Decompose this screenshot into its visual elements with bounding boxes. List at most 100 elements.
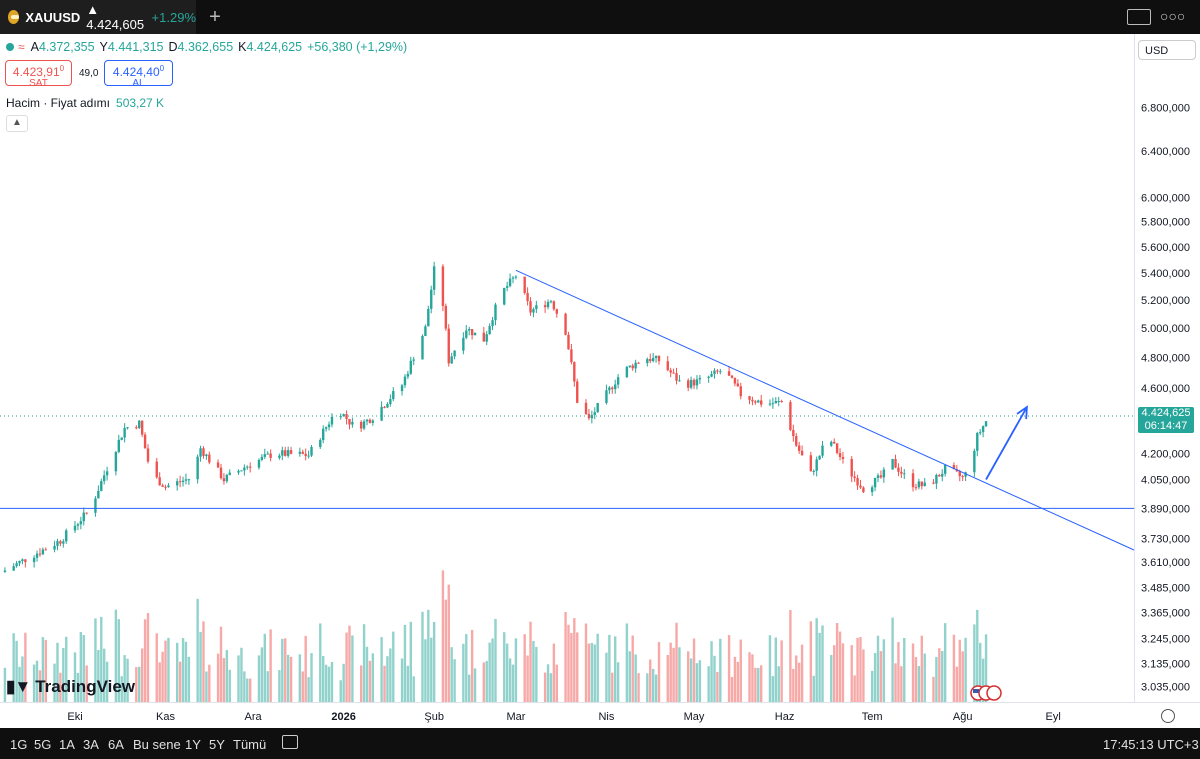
volume-bar <box>754 667 757 702</box>
date-range-calendar-icon[interactable] <box>282 735 298 749</box>
volume-bar <box>371 653 375 702</box>
volume-bar <box>549 673 553 702</box>
low-value: 4.362,655 <box>177 40 234 54</box>
candle-body <box>359 421 363 429</box>
volume-bar <box>716 672 719 702</box>
volume-bar <box>225 650 229 702</box>
new-tab-plus-icon[interactable]: + <box>209 6 221 28</box>
volume-bar <box>920 635 923 702</box>
volume-bar <box>894 663 897 702</box>
chart-settings-gear-icon[interactable] <box>1161 709 1175 723</box>
open-key: A <box>30 40 39 54</box>
candle-body <box>427 308 430 327</box>
candles <box>3 261 988 573</box>
candle-body <box>938 474 941 477</box>
range-5y[interactable]: 5Y <box>209 737 225 752</box>
candle-body <box>646 359 649 364</box>
volume-bar <box>389 648 392 702</box>
candle-body <box>307 455 310 457</box>
candle-body <box>850 458 853 477</box>
sell-button[interactable]: 4.423,910 SAT <box>5 60 72 89</box>
candle-body <box>365 419 369 422</box>
volume-bar <box>143 619 147 702</box>
volume-bar <box>707 666 710 702</box>
buy-label: AL <box>132 78 145 89</box>
candle-body <box>625 366 629 378</box>
high-value: 4.441,315 <box>107 40 164 54</box>
candle-body <box>219 467 223 479</box>
currency-select[interactable]: USD <box>1138 40 1196 60</box>
collapse-legend-chevron-up-icon[interactable]: ▲ <box>6 115 28 132</box>
candle-body <box>143 434 147 449</box>
tradingview-logo[interactable]: ▮▼ TradingView <box>6 677 135 697</box>
candle-body <box>587 413 591 419</box>
volume-bar <box>689 658 693 702</box>
volume-bar <box>184 641 188 702</box>
volume-bar <box>713 655 716 702</box>
volume-bar <box>961 651 964 702</box>
volume-bar <box>605 652 608 702</box>
symbol-tab[interactable]: XAUUSD ▲ 4.424,605 +1.29% <box>0 0 196 34</box>
candle-body <box>943 464 947 474</box>
range-1g[interactable]: 1G <box>10 737 28 752</box>
candle-body <box>514 276 518 278</box>
candle-body <box>257 459 261 468</box>
range-6a[interactable]: 6A <box>108 737 124 752</box>
candle-body <box>65 530 68 542</box>
price-axis-label: 3.245,000 <box>1141 634 1190 646</box>
volume-bar <box>546 664 550 702</box>
volume-bar <box>771 676 775 702</box>
candle-body <box>903 473 906 475</box>
range-all[interactable]: Tümü <box>233 737 267 752</box>
volume-bar <box>167 637 170 702</box>
candle-body <box>304 453 307 457</box>
price-axis[interactable]: 6.800,000 6.400,000 6.000,000 5.800,000 5.60… <box>1141 103 1190 694</box>
candle-body <box>818 455 821 460</box>
volume-bar <box>246 678 249 702</box>
candle-body <box>748 396 751 400</box>
volume-bar <box>199 631 202 702</box>
volume-bar <box>964 637 967 702</box>
candle-body <box>508 278 512 287</box>
candle-body <box>979 432 982 434</box>
candle-body <box>830 441 833 446</box>
candle-body <box>727 371 731 376</box>
volume-bar <box>380 637 383 702</box>
volume-bar <box>482 662 485 702</box>
volume-bar <box>870 670 874 702</box>
candle-body <box>362 421 366 429</box>
candle-body <box>59 541 62 544</box>
volume-bar <box>181 638 185 702</box>
candle-body <box>120 437 123 440</box>
candlestick-chart[interactable]: 6.800,000 6.400,000 6.000,000 5.800,000 5.60… <box>0 0 1200 728</box>
candle-body <box>301 451 304 454</box>
range-1a[interactable]: 1A <box>59 737 75 752</box>
candle-body <box>879 475 883 478</box>
range-5g[interactable]: 5G <box>34 737 52 752</box>
price-axis-separator <box>1134 34 1135 702</box>
candle-body <box>181 480 185 483</box>
time-axis[interactable]: Eki Kas Ara 2026 Şub Mar Nis May Haz Tem Ağu Eyl <box>67 711 1060 723</box>
candle-body <box>800 450 804 456</box>
candle-body <box>44 549 47 551</box>
volume-bar <box>911 643 915 702</box>
candle-body <box>176 481 179 486</box>
layout-icon[interactable] <box>1127 9 1151 25</box>
candle-body <box>768 403 772 405</box>
candle-body <box>529 301 532 313</box>
event-markers[interactable] <box>970 685 1004 706</box>
range-1y[interactable]: 1Y <box>185 737 201 752</box>
candle-body <box>330 416 334 425</box>
buy-button[interactable]: 4.424,400 AL <box>104 60 173 89</box>
range-ytd[interactable]: Bu sene <box>133 737 181 752</box>
volume-bar <box>470 629 474 702</box>
candle-body <box>94 498 97 513</box>
volume-bar <box>222 658 226 702</box>
clock-time[interactable]: 17:45:13 UTC+3 <box>1103 737 1199 752</box>
volume-bar <box>625 623 629 702</box>
more-options-icon[interactable]: ○○○ <box>1160 8 1186 24</box>
candle-body <box>923 482 926 487</box>
volume-bar <box>237 655 240 702</box>
range-3a[interactable]: 3A <box>83 737 99 752</box>
candle-body <box>900 471 903 474</box>
